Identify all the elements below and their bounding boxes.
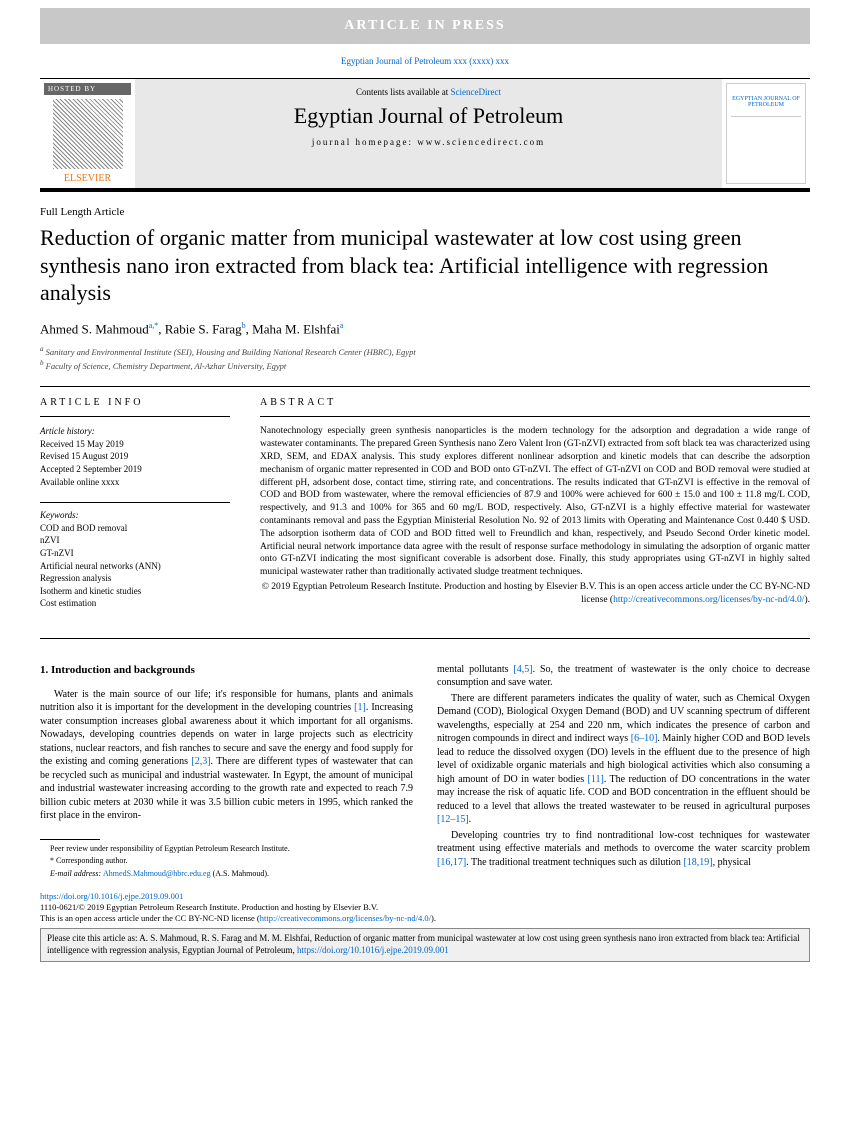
header-rule — [40, 188, 810, 192]
doi-block: https://doi.org/10.1016/j.ejpe.2019.09.0… — [40, 891, 810, 924]
paragraph: There are different parameters indicates… — [437, 692, 810, 827]
ref-link[interactable]: [2,3] — [191, 756, 210, 767]
section-heading: 1. Introduction and backgrounds — [40, 663, 413, 678]
journal-title: Egyptian Journal of Petroleum — [135, 103, 722, 129]
body-columns: 1. Introduction and backgrounds Water is… — [40, 663, 810, 881]
press-banner: ARTICLE IN PRESS — [40, 8, 810, 44]
citation-box: Please cite this article as: A. S. Mahmo… — [40, 928, 810, 961]
column-left: 1. Introduction and backgrounds Water is… — [40, 663, 413, 881]
homepage-line: journal homepage: www.sciencedirect.com — [135, 137, 722, 147]
ref-link[interactable]: [1] — [354, 702, 366, 713]
hosted-by-label: HOSTED BY — [44, 83, 131, 95]
affiliation-a: a Sanitary and Environmental Institute (… — [40, 345, 810, 359]
article-title: Reduction of organic matter from municip… — [40, 224, 810, 307]
email-link[interactable]: AhmedS.Mahmoud@hbrc.edu.eg — [103, 869, 211, 878]
hosted-by-box: HOSTED BY ELSEVIER — [40, 79, 135, 188]
author-3-sup: a — [340, 321, 344, 330]
ref-link[interactable]: [12–15] — [437, 814, 469, 825]
authors-line: Ahmed S. Mahmouda,*, Rabie S. Faragb, Ma… — [40, 321, 810, 337]
article-history: Article history: Received 15 May 2019 Re… — [40, 425, 230, 488]
affiliation-b: b Faculty of Science, Chemistry Departme… — [40, 359, 810, 373]
paragraph: mental pollutants [4,5]. So, the treatme… — [437, 663, 810, 690]
cite-doi-link[interactable]: https://doi.org/10.1016/j.ejpe.2019.09.0… — [297, 945, 449, 955]
cc-link[interactable]: http://creativecommons.org/licenses/by-n… — [613, 595, 804, 605]
cover-title: EGYPTIAN JOURNAL OF PETROLEUM — [731, 96, 801, 108]
top-citation-link[interactable]: Egyptian Journal of Petroleum xxx (xxxx)… — [341, 56, 509, 66]
author-3: Maha M. Elshfai — [252, 321, 340, 336]
sciencedirect-link[interactable]: ScienceDirect — [451, 87, 501, 97]
cc-link-bottom[interactable]: http://creativecommons.org/licenses/by-n… — [260, 913, 431, 923]
abstract: ABSTRACT Nanotechnology especially green… — [260, 397, 810, 624]
article-info: ARTICLE INFO Article history: Received 1… — [40, 397, 230, 624]
journal-header: HOSTED BY ELSEVIER Contents lists availa… — [40, 78, 810, 188]
article-type: Full Length Article — [40, 206, 810, 218]
doi-link[interactable]: https://doi.org/10.1016/j.ejpe.2019.09.0… — [40, 891, 183, 901]
paragraph: Developing countries try to find nontrad… — [437, 829, 810, 870]
ref-link[interactable]: [11] — [588, 774, 604, 785]
abstract-header: ABSTRACT — [260, 397, 810, 417]
author-2: Rabie S. Farag — [165, 321, 242, 336]
ref-link[interactable]: [6–10] — [631, 733, 658, 744]
top-citation: Egyptian Journal of Petroleum xxx (xxxx)… — [0, 56, 850, 66]
abstract-text: Nanotechnology especially green synthesi… — [260, 425, 810, 579]
ref-link[interactable]: [4,5] — [513, 664, 532, 675]
ref-link[interactable]: [18,19] — [683, 857, 712, 868]
column-right: mental pollutants [4,5]. So, the treatme… — [437, 663, 810, 881]
keywords-block: Keywords: COD and BOD removalnZVIGT-nZVI… — [40, 509, 230, 610]
author-2-sup: b — [242, 321, 246, 330]
elsevier-logo — [53, 99, 123, 169]
journal-center: Contents lists available at ScienceDirec… — [135, 79, 722, 188]
footnotes: Peer review under responsibility of Egyp… — [40, 844, 413, 879]
copyright-line: © 2019 Egyptian Petroleum Research Insti… — [260, 581, 810, 607]
elsevier-text: ELSEVIER — [44, 173, 131, 184]
contents-line: Contents lists available at ScienceDirec… — [135, 87, 722, 97]
info-header: ARTICLE INFO — [40, 397, 230, 417]
author-1: Ahmed S. Mahmoud — [40, 321, 149, 336]
paragraph: Water is the main source of our life; it… — [40, 688, 413, 823]
author-1-sup: a,* — [149, 321, 159, 330]
journal-cover: EGYPTIAN JOURNAL OF PETROLEUM — [726, 83, 806, 184]
ref-link[interactable]: [16,17] — [437, 857, 466, 868]
